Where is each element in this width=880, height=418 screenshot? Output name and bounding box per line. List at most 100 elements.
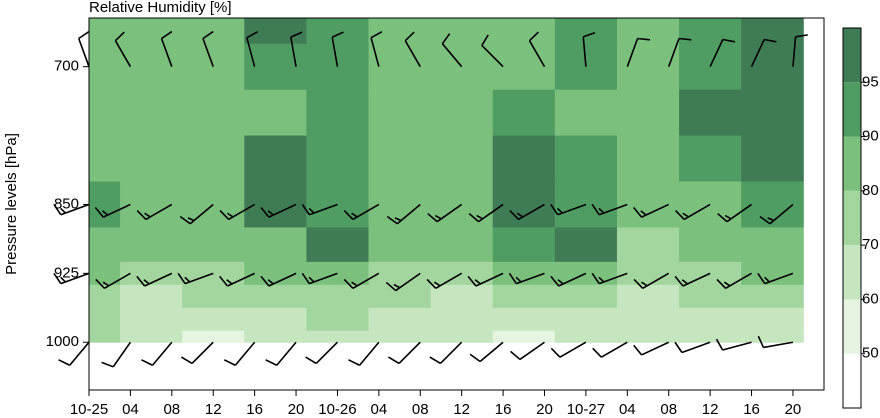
contour-cell	[554, 227, 618, 263]
contour-cell	[182, 227, 245, 263]
wind-barb	[633, 341, 670, 356]
colorbar-tick-label: 50	[862, 345, 879, 362]
wind-barb	[95, 272, 131, 290]
contour-cell	[120, 284, 183, 309]
contour-cell	[89, 43, 121, 91]
contour-cell	[741, 330, 804, 343]
wind-barb	[246, 31, 259, 67]
wind-barb	[468, 203, 504, 223]
x-tick-label: 16	[743, 401, 760, 418]
contour-cell	[679, 43, 742, 91]
colorbar-tick-label: 70	[862, 236, 879, 253]
contour-cell	[679, 284, 742, 309]
contour-cell	[616, 135, 680, 182]
contour-cell	[368, 284, 432, 309]
x-tick-label: 04	[371, 401, 388, 418]
y-tick-label: 700	[54, 58, 79, 75]
x-tick-label: 12	[453, 401, 470, 418]
wind-barb	[757, 335, 794, 349]
contour-cell	[368, 135, 432, 182]
contour-cell	[244, 43, 307, 91]
contour-cell	[430, 227, 494, 263]
wind-barb	[759, 203, 794, 225]
wind-barb	[290, 31, 303, 67]
contour-cell	[679, 181, 742, 228]
wind-barb	[508, 272, 545, 285]
contour-cell	[182, 18, 245, 45]
contour-cell	[182, 135, 245, 182]
contour-cell	[306, 181, 370, 228]
x-tick-label: 20	[288, 401, 305, 418]
contour-cell	[120, 261, 183, 286]
wind-barb	[550, 341, 587, 358]
wind-barb	[582, 32, 596, 67]
contour-cell	[741, 43, 804, 91]
wind-barb	[510, 341, 545, 361]
contour-cell	[492, 89, 556, 137]
contour-cell	[741, 307, 804, 332]
contour-cell	[306, 89, 370, 137]
x-tick-label: 10-25	[70, 401, 108, 418]
wind-barb	[136, 203, 173, 221]
contour-cell	[430, 89, 494, 137]
wind-barb	[626, 37, 650, 67]
wind-barb	[716, 272, 752, 290]
contour-cell	[492, 330, 556, 343]
wind-barb	[592, 341, 628, 358]
contour-cell	[554, 89, 618, 137]
colorbar-tick-label: 60	[862, 290, 879, 307]
contour-cell	[120, 330, 183, 343]
contour-cell	[306, 43, 370, 91]
contour-cell	[244, 307, 307, 332]
contour-cell	[679, 18, 742, 45]
contour-cell	[89, 227, 121, 263]
wind-barb	[77, 30, 90, 67]
contour-cell	[89, 181, 121, 228]
wind-barb	[633, 272, 670, 290]
wind-barb	[348, 341, 380, 366]
wind-barb	[633, 203, 670, 218]
colorbar-tick-label: 80	[862, 182, 879, 199]
wind-barb	[94, 203, 131, 218]
contour-cell	[182, 284, 245, 309]
contour-cell	[120, 227, 183, 263]
colorbar-frame	[842, 27, 862, 409]
contour-field	[89, 18, 804, 343]
wind-barb	[550, 272, 587, 287]
contour-cell	[741, 261, 804, 286]
contour-cell	[89, 135, 121, 182]
wind-barb	[667, 37, 692, 67]
wind-barb	[223, 341, 256, 366]
wind-barb	[386, 203, 421, 225]
contour-cell	[679, 261, 742, 286]
contour-cell	[741, 135, 804, 182]
wind-barb	[469, 341, 504, 363]
y-axis-label: Pressure levels [hPa]	[3, 133, 20, 275]
contour-cell	[368, 18, 432, 45]
x-tick-label: 16	[495, 401, 512, 418]
contour-cell	[554, 261, 618, 286]
contour-cell	[741, 18, 804, 45]
contour-cell	[741, 89, 804, 137]
wind-barb	[404, 31, 421, 68]
contour-cell	[679, 89, 742, 137]
contour-cell	[554, 135, 618, 182]
contour-cell	[492, 18, 556, 45]
colorbar-tick-label: 90	[862, 128, 879, 145]
wind-barb	[528, 31, 546, 68]
contour-cell	[182, 43, 245, 91]
contour-cell	[679, 135, 742, 182]
contour-cell	[244, 330, 307, 343]
contour-cell	[616, 330, 680, 343]
contour-cell	[244, 227, 307, 263]
wind-barb	[202, 30, 214, 67]
contour-cell	[554, 330, 618, 343]
contour-cell	[554, 284, 618, 309]
wind-barb	[53, 272, 90, 285]
contour-cell	[306, 307, 370, 332]
wind-barb	[260, 272, 297, 287]
contour-cell	[741, 227, 804, 263]
wind-barb	[674, 272, 711, 287]
contour-cell	[492, 261, 556, 286]
wind-barb	[141, 341, 173, 366]
